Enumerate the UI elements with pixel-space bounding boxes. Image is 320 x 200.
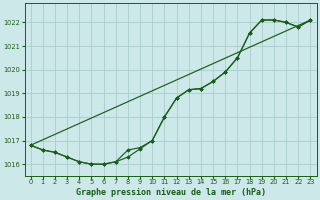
X-axis label: Graphe pression niveau de la mer (hPa): Graphe pression niveau de la mer (hPa) [76, 188, 266, 197]
